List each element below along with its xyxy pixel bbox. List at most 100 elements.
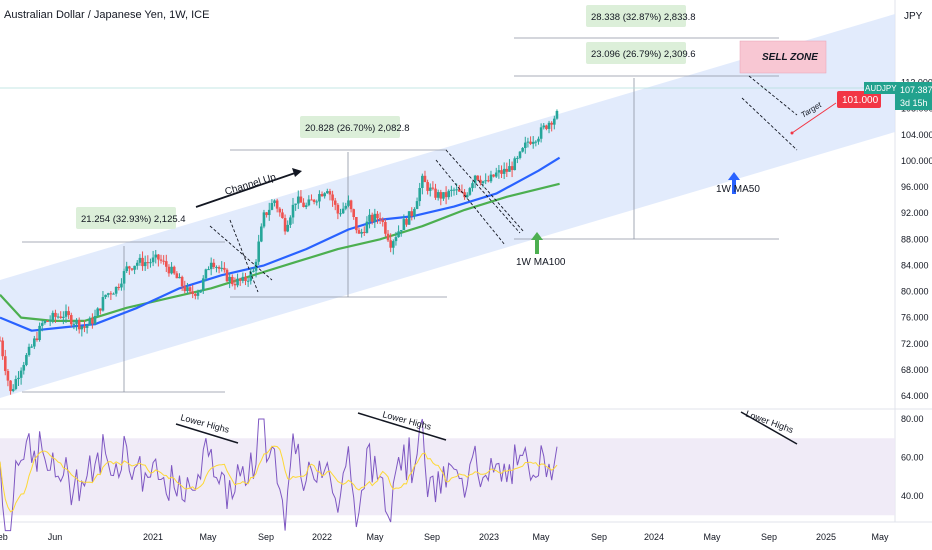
candle-body bbox=[122, 271, 126, 284]
candle-body bbox=[315, 201, 319, 203]
candle-body bbox=[59, 316, 63, 318]
candle-body bbox=[178, 276, 181, 279]
candle-body bbox=[35, 338, 39, 340]
y-tick-label: 92.000 bbox=[901, 208, 929, 218]
candle-body bbox=[40, 323, 44, 326]
candle-body bbox=[275, 200, 279, 209]
candle-body bbox=[481, 181, 485, 184]
candle-body bbox=[450, 189, 453, 191]
candle-body bbox=[67, 311, 70, 316]
candle-body bbox=[434, 188, 437, 198]
candle-body bbox=[521, 147, 524, 152]
x-tick-label: May bbox=[703, 532, 721, 542]
x-tick-label: Sep bbox=[424, 532, 440, 542]
y-tick-label: 76.000 bbox=[901, 313, 929, 323]
candle-body bbox=[502, 168, 506, 174]
candle-body bbox=[402, 219, 406, 231]
candle-body bbox=[307, 199, 311, 206]
candle-body bbox=[267, 209, 271, 216]
candle-body bbox=[151, 257, 155, 263]
candle-body bbox=[220, 267, 224, 269]
candle-body bbox=[38, 325, 41, 340]
candle-body bbox=[341, 208, 345, 214]
candle-body bbox=[336, 204, 340, 214]
candle-body bbox=[473, 175, 477, 184]
candle-body bbox=[109, 293, 113, 295]
candle-body bbox=[497, 170, 501, 173]
lower-highs-line bbox=[740, 411, 798, 445]
candle-body bbox=[539, 127, 543, 139]
candle-body bbox=[201, 278, 205, 291]
candle-body bbox=[510, 166, 514, 171]
candle-body bbox=[191, 291, 194, 295]
candle-body bbox=[352, 209, 356, 218]
candle-body bbox=[283, 218, 287, 232]
candle-body bbox=[357, 230, 361, 234]
candle-body bbox=[172, 266, 176, 274]
candle-body bbox=[333, 200, 337, 205]
candle-body bbox=[431, 187, 435, 189]
candle-body bbox=[516, 157, 519, 159]
pullback-channel-line bbox=[229, 219, 259, 293]
currency-label[interactable]: JPY bbox=[904, 11, 923, 22]
candle-body bbox=[368, 214, 371, 222]
candle-body bbox=[537, 138, 540, 142]
candle-body bbox=[230, 276, 234, 285]
candle-body bbox=[199, 290, 202, 293]
candle-body bbox=[135, 262, 139, 266]
candle-body bbox=[339, 213, 342, 215]
candle-body bbox=[320, 194, 324, 197]
candle-body bbox=[296, 196, 300, 204]
candle-body bbox=[85, 325, 89, 328]
measure-box bbox=[586, 42, 686, 64]
candle-body bbox=[164, 261, 168, 267]
rsi-ma-line bbox=[0, 445, 558, 513]
candle-body bbox=[392, 241, 395, 248]
x-tick-label: 2021 bbox=[143, 532, 163, 542]
lower-highs-label: Lower Highs bbox=[179, 412, 230, 435]
candle-body bbox=[421, 175, 424, 189]
candle-body bbox=[463, 192, 466, 198]
candle-body bbox=[167, 266, 171, 274]
candle-body bbox=[479, 179, 482, 184]
candle-body bbox=[455, 189, 458, 191]
candle-body bbox=[75, 320, 78, 324]
candle-body bbox=[500, 170, 503, 174]
candle-body bbox=[91, 318, 94, 324]
candle-body bbox=[149, 262, 152, 264]
candle-body bbox=[99, 308, 102, 311]
candle-body bbox=[291, 204, 295, 218]
candle-body bbox=[246, 280, 250, 282]
candle-body bbox=[101, 297, 105, 311]
candle-body bbox=[415, 201, 419, 209]
candle-body bbox=[418, 188, 421, 202]
candle-body bbox=[457, 189, 461, 192]
candle-body bbox=[505, 168, 509, 172]
candle-body bbox=[439, 192, 443, 199]
target-price-text: 101.000 bbox=[842, 95, 879, 106]
candle-body bbox=[157, 254, 160, 260]
y-tick-label: 88.000 bbox=[901, 234, 929, 244]
pullback-channel-line bbox=[445, 149, 521, 234]
current-price-badge bbox=[895, 82, 932, 110]
candle-body bbox=[529, 141, 532, 144]
candle-body bbox=[526, 141, 530, 143]
candle-body bbox=[484, 180, 487, 182]
pullback-channel-line bbox=[748, 75, 798, 116]
candle-body bbox=[323, 193, 326, 197]
candle-body bbox=[476, 175, 480, 180]
candle-body bbox=[331, 194, 334, 201]
candle-body bbox=[489, 174, 493, 182]
channel-up bbox=[0, 14, 895, 398]
candle-body bbox=[534, 141, 538, 143]
candle-body bbox=[252, 270, 255, 272]
candle-body bbox=[397, 231, 400, 238]
candle-body bbox=[96, 308, 99, 316]
candle-body bbox=[215, 267, 218, 269]
y-tick-label: 84.000 bbox=[901, 260, 929, 270]
rsi-tick-label: 40.00 bbox=[901, 491, 924, 501]
candle-body bbox=[175, 273, 179, 279]
candle-body bbox=[11, 388, 15, 392]
candle-body bbox=[452, 189, 456, 191]
